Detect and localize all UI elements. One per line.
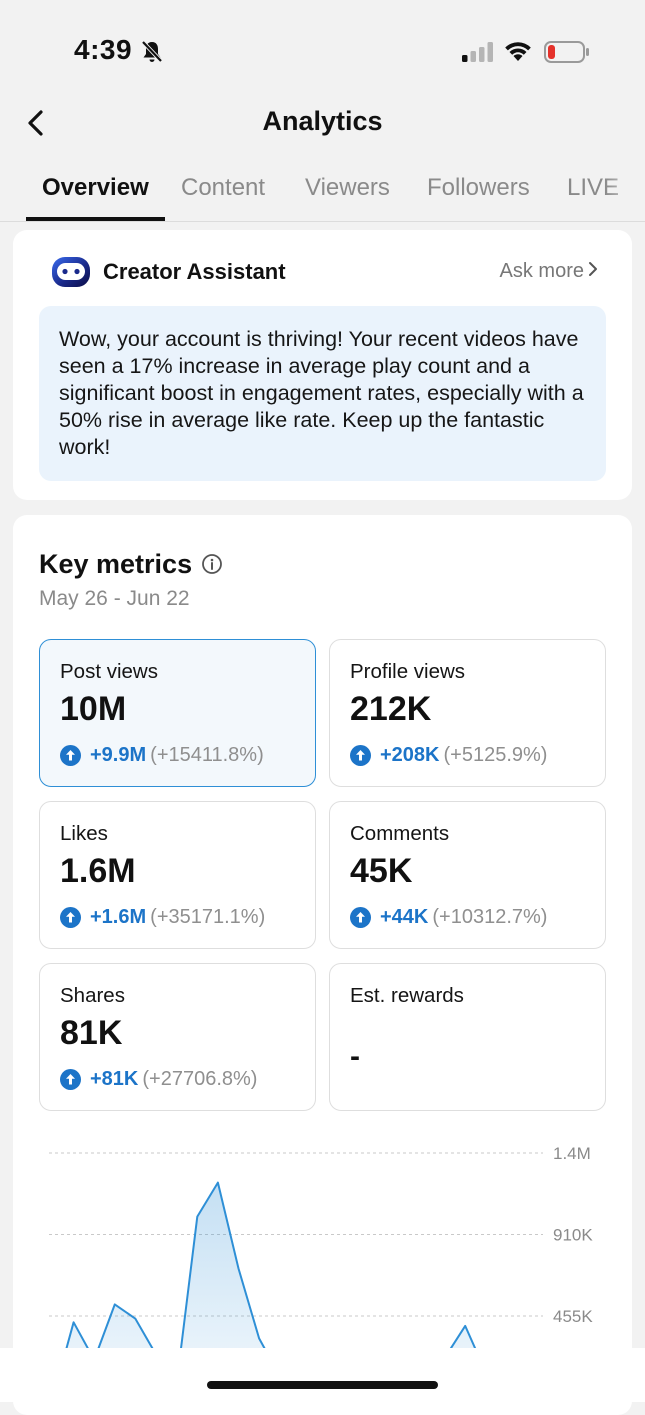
metric-value: 1.6M [60, 852, 136, 890]
arrow-up-circle-icon [350, 907, 371, 928]
chart-y-tick-label: 1.4M [553, 1144, 591, 1163]
metric-change: +44K (+10312.7%) [350, 906, 547, 929]
bottom-safe-area [0, 1348, 645, 1402]
metric-change-absolute: +9.9M [90, 744, 147, 766]
arrow-up-circle-icon [60, 1069, 81, 1090]
metric-change-absolute: +208K [380, 744, 440, 766]
metric-card-est-rewards[interactable]: Est. rewards - [329, 963, 606, 1111]
arrow-up-circle-icon [350, 745, 371, 766]
creator-assistant-title: Creator Assistant [103, 259, 286, 284]
metric-label: Comments [350, 822, 450, 845]
metric-value: 45K [350, 852, 413, 890]
metric-label: Profile views [350, 660, 466, 683]
metric-change-percent: (+35171.1%) [150, 906, 266, 928]
date-range: May 26 - Jun 22 [39, 587, 190, 610]
page-title: Analytics [262, 106, 383, 136]
ask-more-link[interactable]: Ask more [500, 260, 598, 283]
status-time: 4:39 [74, 34, 133, 65]
metric-value: 10M [60, 690, 127, 728]
info-icon[interactable] [201, 553, 223, 575]
metric-label: Likes [60, 822, 108, 845]
cellular-signal-icon [462, 42, 493, 62]
metric-change: +1.6M (+35171.1%) [60, 906, 265, 929]
tab-scroll-fade [605, 160, 645, 220]
tab-content[interactable]: Content [181, 174, 266, 201]
home-indicator[interactable] [207, 1381, 438, 1389]
tab-active-indicator [26, 217, 165, 221]
metric-card-post-views[interactable]: Post views 10M +9.9M (+15411.8%) [39, 639, 316, 787]
metric-value: - [350, 1040, 360, 1073]
metric-label: Post views [60, 660, 158, 683]
post-views-chart[interactable]: 1.4M 910K 455K [13, 1125, 632, 1365]
chevron-right-icon [589, 262, 597, 276]
back-arrow-icon[interactable] [22, 106, 52, 140]
metric-change-absolute: +1.6M [90, 906, 147, 928]
assistant-message: Wow, your account is thriving! Your rece… [39, 306, 606, 481]
metric-label: Est. rewards [350, 984, 464, 1007]
tab-viewers[interactable]: Viewers [305, 174, 390, 201]
metric-change: +9.9M (+15411.8%) [60, 744, 264, 767]
tab-overview[interactable]: Overview [42, 174, 149, 201]
metric-value: 81K [60, 1014, 123, 1052]
arrow-up-circle-icon [60, 907, 81, 928]
chart-y-tick-label: 455K [553, 1307, 593, 1326]
metric-label: Shares [60, 984, 125, 1007]
navigation-bar: Analytics [0, 100, 645, 160]
chart-area [61, 1182, 483, 1365]
battery-low-icon [544, 41, 589, 63]
chart-y-tick-label: 910K [553, 1226, 593, 1245]
creator-assistant-logo-icon [52, 257, 90, 287]
metric-card-comments[interactable]: Comments 45K +44K (+10312.7%) [329, 801, 606, 949]
metric-change-percent: (+27706.8%) [142, 1068, 258, 1090]
metric-card-profile-views[interactable]: Profile views 212K +208K (+5125.9%) [329, 639, 606, 787]
metric-card-shares[interactable]: Shares 81K +81K (+27706.8%) [39, 963, 316, 1111]
tab-bar: Overview Content Viewers Followers LIVE [0, 160, 645, 222]
arrow-up-circle-icon [60, 745, 81, 766]
key-metrics-title: Key metrics [39, 549, 193, 579]
creator-assistant-card[interactable]: Creator Assistant Ask more Wow, your acc… [13, 230, 632, 500]
metric-change-percent: (+5125.9%) [443, 744, 548, 766]
wifi-icon [505, 42, 531, 61]
tab-followers[interactable]: Followers [427, 174, 530, 201]
key-metrics-card: Key metrics May 26 - Jun 22 Post views 1… [13, 515, 632, 1415]
metric-change-absolute: +44K [380, 906, 429, 928]
metric-card-likes[interactable]: Likes 1.6M +1.6M (+35171.1%) [39, 801, 316, 949]
metric-change-percent: (+15411.8%) [150, 744, 264, 766]
metric-change-percent: (+10312.7%) [432, 906, 548, 928]
metric-change: +81K (+27706.8%) [60, 1068, 257, 1091]
bell-muted-icon [141, 40, 163, 63]
metric-value: 212K [350, 690, 432, 728]
status-bar: 4:39 [0, 0, 645, 100]
metric-change: +208K (+5125.9%) [350, 744, 547, 767]
metric-change-absolute: +81K [90, 1068, 139, 1090]
ask-more-label: Ask more [499, 260, 584, 282]
